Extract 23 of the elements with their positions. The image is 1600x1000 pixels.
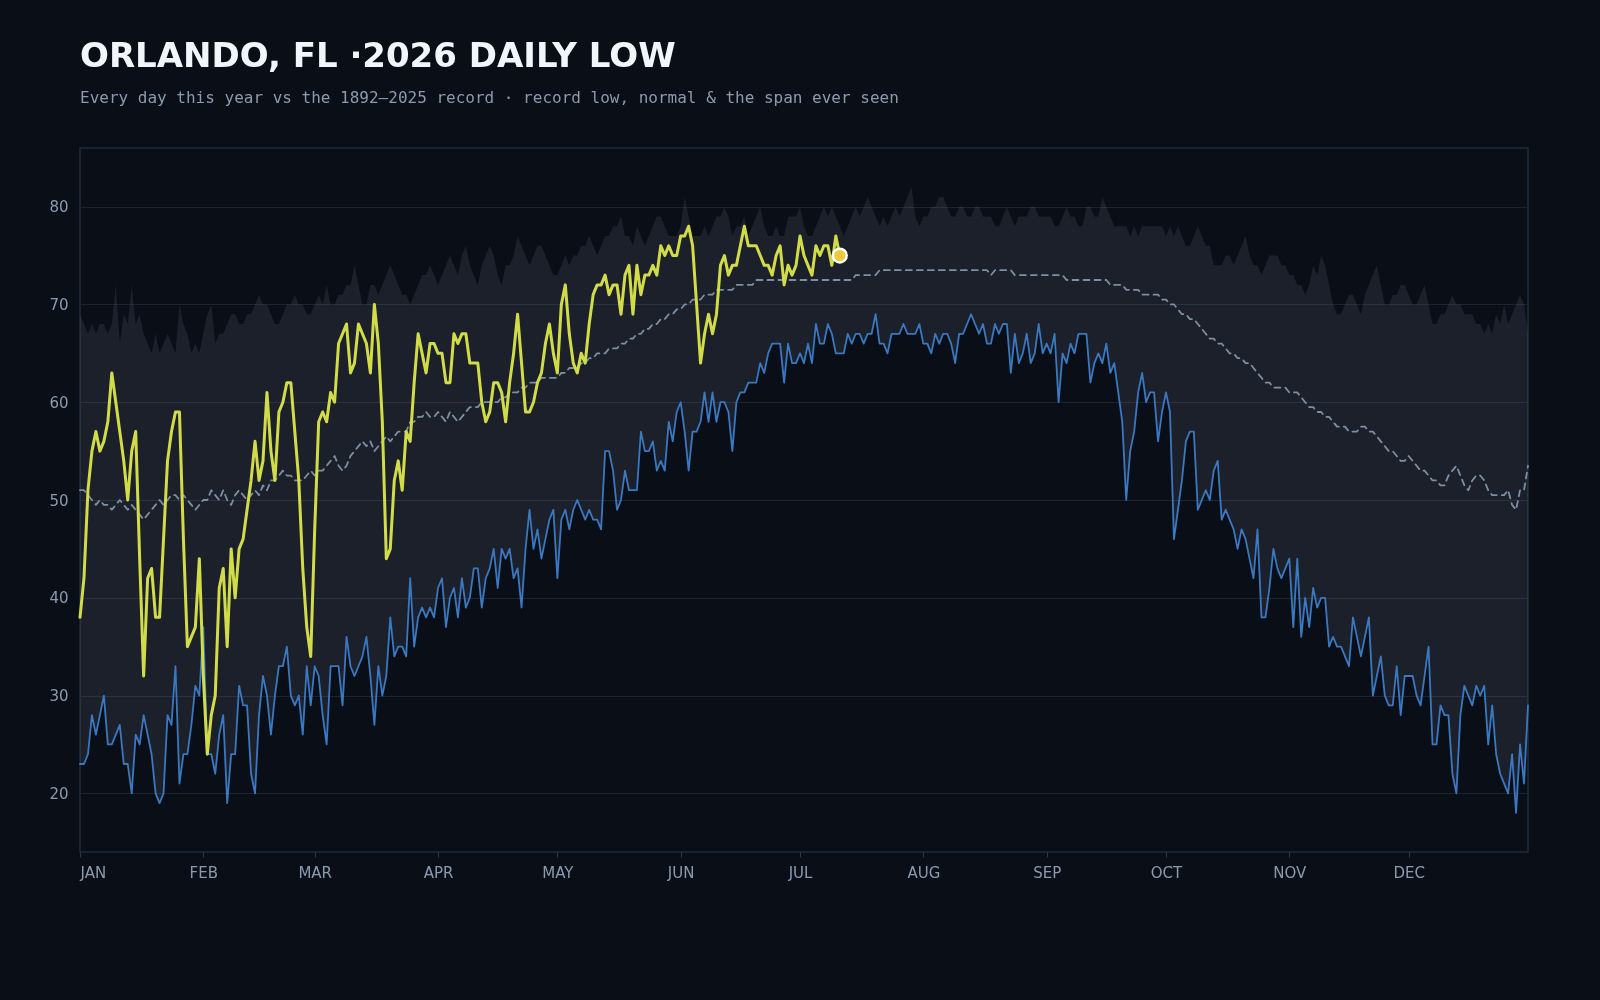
y-tick-label: 40 [49,589,69,608]
x-tick-label: MAY [542,863,575,882]
x-tick-label: AUG [907,863,941,882]
x-tick-label: FEB [189,863,219,882]
chart-title: ORLANDO, FL ·2026 DAILY LOW [80,35,676,75]
x-tick-label: JUN [666,863,695,882]
y-tick-label: 70 [49,295,69,314]
x-tick-label: MAR [298,863,333,882]
x-tick-label: JAN [79,863,107,882]
x-tick-label: NOV [1273,863,1308,882]
chart-subtitle: Every day this year vs the 1892–2025 record · record low, normal & the span ever seen [80,88,899,107]
y-tick-label: 30 [49,687,69,706]
y-tick-label: 20 [49,784,69,803]
y-tick-label: 60 [49,393,69,412]
x-tick-label: DEC [1393,863,1425,882]
x-tick-label: OCT [1150,863,1184,882]
y-tick-label: 80 [49,198,69,217]
line-series [79,269,1529,521]
line-series [79,313,1529,814]
x-tick-label: APR [423,863,454,882]
y-tick-label: 50 [49,491,69,510]
x-tick-label: JUL [787,863,814,882]
x-tick-label: SEP [1033,863,1062,882]
